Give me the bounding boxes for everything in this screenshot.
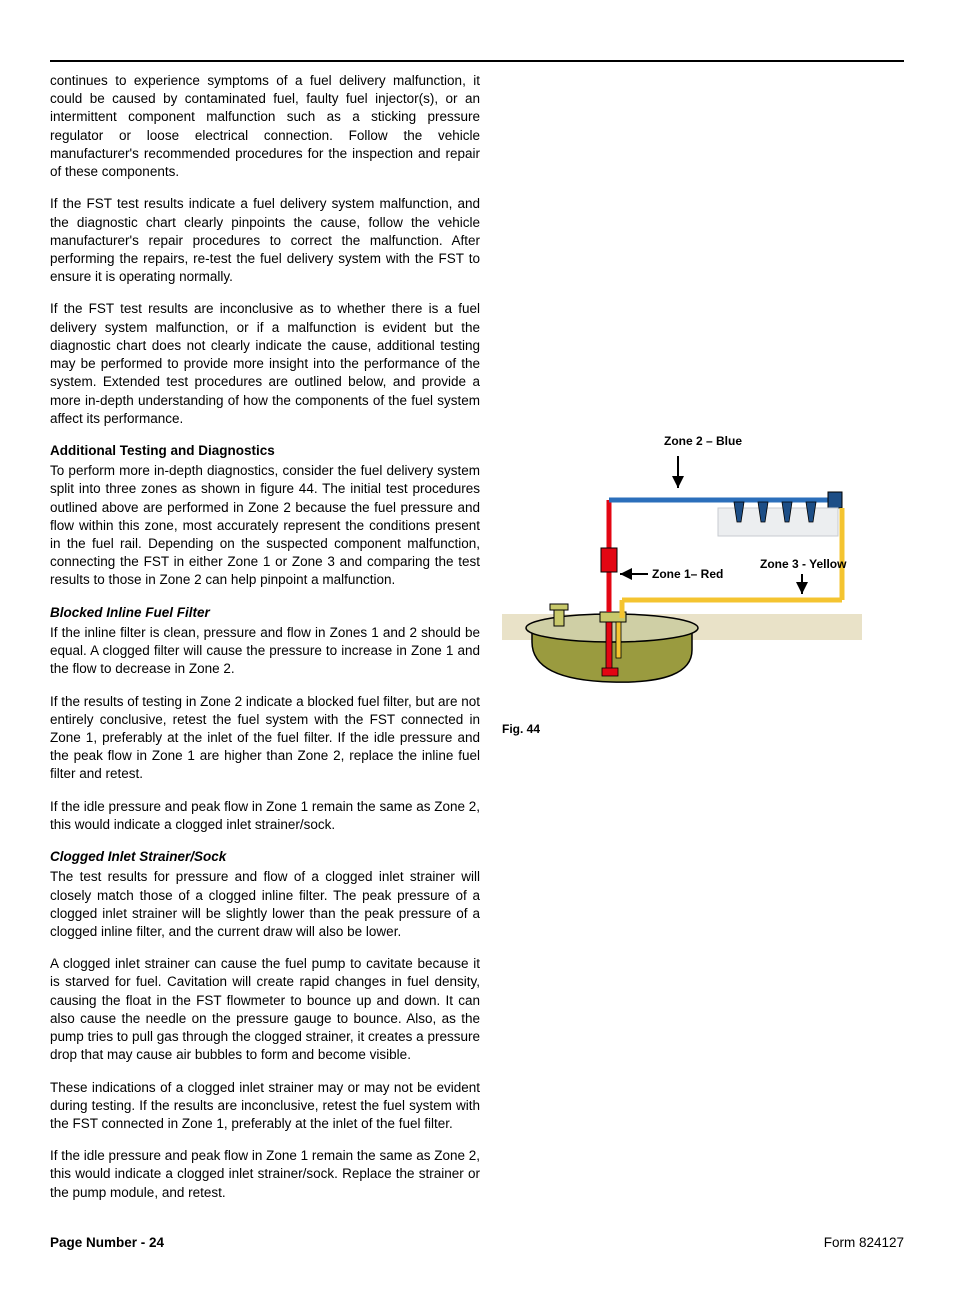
sub-heading: Clogged Inlet Strainer/Sock bbox=[50, 848, 480, 866]
paragraph: To perform more in-depth diagnostics, co… bbox=[50, 462, 480, 590]
top-rule bbox=[50, 60, 904, 62]
figure-44: Zone 2 – Blue Zone 1– Red Zone 3 - Yellow… bbox=[502, 432, 904, 738]
paragraph: If the FST test results are inconclusive… bbox=[50, 300, 480, 428]
paragraph: If the FST test results indicate a fuel … bbox=[50, 195, 480, 286]
two-column-layout: continues to experience symptoms of a fu… bbox=[50, 72, 904, 1216]
page-number: Page Number - 24 bbox=[50, 1234, 164, 1252]
section-heading: Additional Testing and Diagnostics bbox=[50, 442, 480, 460]
form-number: Form 824127 bbox=[824, 1234, 904, 1252]
page: continues to experience symptoms of a fu… bbox=[0, 0, 954, 1292]
figure-caption: Fig. 44 bbox=[502, 721, 904, 737]
svg-text:Zone 3 - Yellow: Zone 3 - Yellow bbox=[760, 557, 847, 571]
paragraph: The test results for pressure and flow o… bbox=[50, 868, 480, 941]
page-footer: Page Number - 24 Form 824127 bbox=[50, 1234, 904, 1252]
left-column: continues to experience symptoms of a fu… bbox=[50, 72, 480, 1216]
paragraph: continues to experience symptoms of a fu… bbox=[50, 72, 480, 181]
zone2-label-block: Zone 2 – Blue bbox=[502, 432, 904, 450]
svg-text:Zone 1– Red: Zone 1– Red bbox=[652, 567, 723, 581]
paragraph: If the idle pressure and peak flow in Zo… bbox=[50, 798, 480, 834]
paragraph: If the inline filter is clean, pressure … bbox=[50, 624, 480, 679]
sub-heading: Blocked Inline Fuel Filter bbox=[50, 604, 480, 622]
right-column: Zone 2 – Blue Zone 1– Red Zone 3 - Yellow… bbox=[502, 72, 904, 1216]
paragraph: If the results of testing in Zone 2 indi… bbox=[50, 693, 480, 784]
paragraph: If the idle pressure and peak flow in Zo… bbox=[50, 1147, 480, 1202]
paragraph: These indications of a clogged inlet str… bbox=[50, 1079, 480, 1134]
fuel-system-diagram: Zone 1– Red Zone 3 - Yellow bbox=[502, 450, 862, 710]
zone2-label: Zone 2 – Blue bbox=[664, 434, 742, 448]
paragraph: A clogged inlet strainer can cause the f… bbox=[50, 955, 480, 1064]
